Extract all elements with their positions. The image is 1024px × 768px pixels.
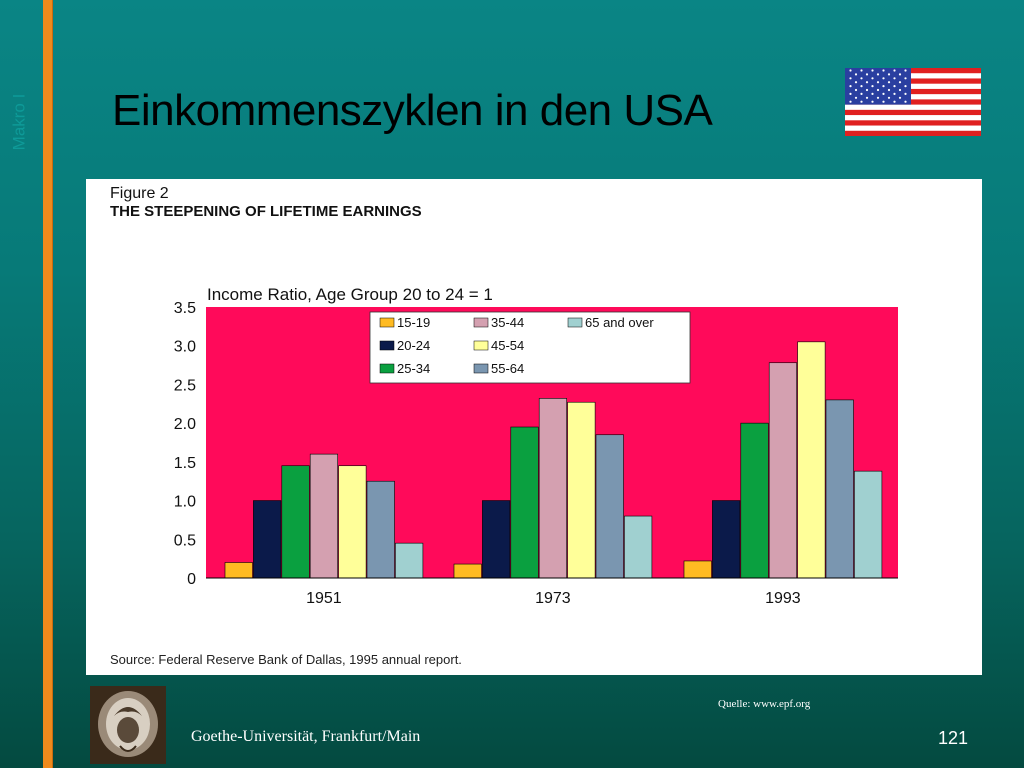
footer-source: Quelle: www.epf.org — [718, 698, 811, 710]
y-tick-label: 2.0 — [174, 416, 196, 433]
y-tick-label: 3.0 — [174, 339, 196, 356]
bar — [595, 434, 624, 579]
bar — [538, 398, 568, 579]
legend-label: 65 and over — [585, 315, 654, 330]
figure-heading: THE STEEPENING OF LIFETIME EARNINGS — [110, 203, 422, 220]
legend-swatch — [379, 317, 395, 328]
bar — [281, 465, 310, 579]
us-flag-icon — [845, 68, 981, 136]
footer-university: Goethe-Universität, Frankfurt/Main — [191, 728, 421, 745]
legend-label: 35-44 — [491, 315, 524, 330]
x-tick-label: 1973 — [535, 590, 571, 607]
bar — [338, 465, 367, 579]
bar-chart: Income Ratio, Age Group 20 to 24 = 1 0 0.5… — [174, 285, 898, 607]
y-tick-label: 3.5 — [174, 300, 196, 317]
course-label: Makro I — [9, 93, 28, 151]
x-tick-label: 1993 — [765, 590, 801, 607]
y-tick-label: 1.5 — [174, 455, 196, 472]
bar — [740, 422, 769, 579]
bar — [510, 426, 539, 579]
bar — [768, 362, 798, 579]
y-tick-label: 0 — [187, 571, 196, 588]
y-tick-label: 1.0 — [174, 494, 196, 511]
side-accent-bar — [43, 0, 53, 768]
y-tick-label: 0.5 — [174, 532, 196, 549]
chart-title: Income Ratio, Age Group 20 to 24 = 1 — [207, 285, 493, 304]
legend-swatch — [473, 363, 489, 374]
bar — [712, 500, 741, 579]
legend-label: 55-64 — [491, 361, 524, 376]
x-tick-label: 1951 — [306, 590, 342, 607]
bar — [309, 453, 338, 579]
university-logo — [90, 686, 166, 764]
bar — [683, 560, 712, 579]
bar — [482, 500, 511, 579]
bar — [567, 401, 596, 579]
legend-swatch — [379, 340, 395, 351]
bar — [395, 542, 424, 579]
bar — [453, 563, 482, 579]
bar — [624, 515, 653, 579]
legend-box — [369, 311, 691, 384]
bar — [797, 341, 826, 579]
slide-title: Einkommenszyklen in den USA — [112, 86, 713, 135]
figure-panel: Figure 2 THE STEEPENING OF LIFETIME EARN… — [86, 179, 982, 675]
bar — [224, 562, 253, 579]
legend-label: 25-34 — [397, 361, 430, 376]
bar — [366, 480, 395, 579]
figure-source: Source: Federal Reserve Bank of Dallas, … — [110, 652, 462, 667]
legend-swatch — [379, 363, 395, 374]
y-tick-label: 2.5 — [174, 377, 196, 394]
legend-swatch — [567, 317, 583, 328]
figure-number: Figure 2 — [110, 185, 169, 202]
page-number: 121 — [938, 728, 969, 748]
legend-swatch — [473, 317, 489, 328]
bar — [253, 500, 282, 579]
bar — [825, 399, 854, 579]
legend-label: 15-19 — [397, 315, 430, 330]
legend-label: 20-24 — [397, 338, 430, 353]
legend-swatch — [473, 340, 489, 351]
bar — [854, 470, 883, 579]
legend-label: 45-54 — [491, 338, 524, 353]
